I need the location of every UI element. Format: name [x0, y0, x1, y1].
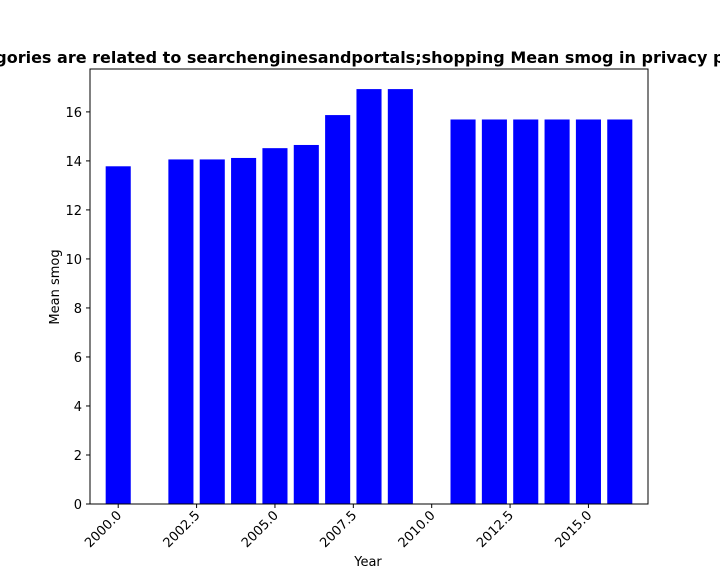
- x-tick-label: 2002.5: [161, 508, 204, 551]
- bar-2000: [105, 166, 131, 504]
- bar-2014: [544, 119, 570, 505]
- plot-frame: [89, 68, 649, 505]
- x-tick-label: 2012.5: [474, 508, 517, 551]
- bar-2015: [575, 119, 601, 505]
- x-tick-label: 2015.0: [552, 508, 595, 551]
- x-axis-label: Year: [353, 555, 382, 570]
- bars-group: [105, 89, 633, 505]
- bar-2013: [513, 119, 539, 505]
- x-axis: 2000.0 2002.5 2005.0 2007.5 2010.0 2012.5 2015…: [82, 504, 595, 551]
- x-tick-label: 2000.0: [82, 508, 125, 551]
- y-tick-label: 16: [65, 106, 82, 121]
- bar-2006: [293, 144, 319, 504]
- bar-2004: [231, 157, 257, 504]
- bar-2009: [387, 89, 413, 505]
- bar-2003: [199, 159, 225, 505]
- bar-2005: [262, 148, 288, 504]
- bar-2016: [607, 119, 633, 505]
- y-tick-label: 12: [65, 204, 82, 219]
- y-axis-label: Mean smog: [48, 249, 63, 324]
- bar-2011: [450, 119, 476, 505]
- bar-2002: [168, 159, 194, 505]
- bar-2008: [356, 89, 382, 505]
- x-tick-label: 2010.0: [396, 508, 439, 551]
- bar-2012: [481, 119, 507, 505]
- y-tick-label: 8: [74, 302, 82, 317]
- y-tick-label: 2: [74, 449, 82, 464]
- bar-2007: [325, 115, 351, 504]
- y-tick-label: 10: [65, 253, 82, 268]
- x-tick-label: 2005.0: [239, 508, 282, 551]
- y-tick-label: 14: [65, 155, 82, 170]
- y-axis: 0 2 4 6 8 10 12 14 16: [65, 106, 90, 513]
- y-tick-label: 4: [74, 400, 82, 415]
- y-tick-label: 0: [74, 498, 82, 513]
- x-tick-label: 2007.5: [317, 508, 360, 551]
- chart-title: Categories are related to searchenginesa…: [0, 48, 720, 67]
- y-tick-label: 6: [74, 351, 82, 366]
